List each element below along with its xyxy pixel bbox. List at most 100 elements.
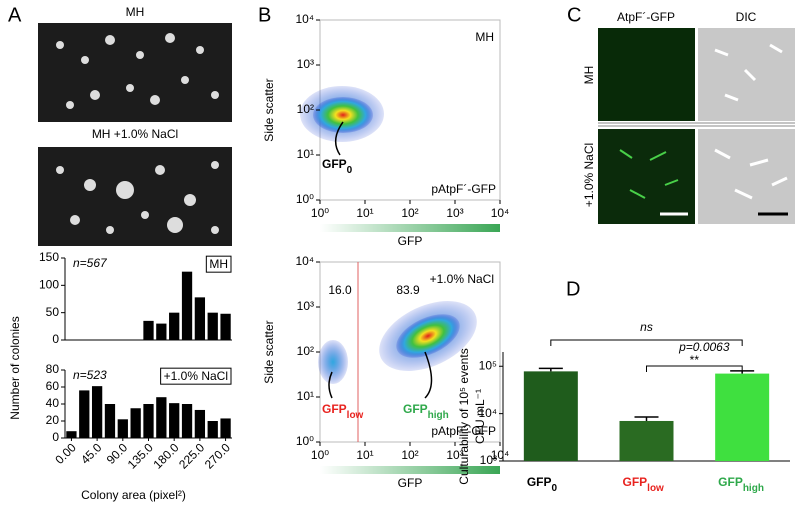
arrow: [328, 371, 333, 399]
p-value: p=0.0063: [678, 340, 730, 354]
y-axis-label: Side scatter: [262, 78, 276, 141]
x-tick-label: 0.00: [52, 440, 79, 467]
x-tick-label: 270.0: [202, 440, 233, 471]
bar: [207, 421, 218, 438]
bar: [66, 431, 77, 438]
plasmid-label: pAtpF´-GFP: [431, 424, 496, 438]
x-tick-label: GFPhigh: [718, 475, 764, 493]
x-axis-label: GFP: [398, 234, 423, 248]
x-tick-label: 10²: [401, 206, 418, 220]
x-tick-label: 10²: [401, 448, 418, 462]
y-tick-label: 10¹: [297, 389, 314, 403]
density-cloud: [313, 97, 373, 133]
colonies: [56, 33, 219, 109]
panel-label: B: [258, 4, 271, 26]
x-tick-label: 10⁰: [311, 448, 329, 462]
y-tick-label: 40: [46, 396, 60, 410]
bar: [79, 390, 90, 438]
y-tick-label: 10⁴: [295, 12, 314, 26]
y-tick-label: 10²: [297, 344, 314, 358]
population-label: GFP0: [322, 157, 353, 175]
density-cloud: [396, 314, 460, 358]
y-tick-label: 50: [46, 305, 60, 319]
label-subscript: 0: [552, 483, 558, 494]
y-tick-label: 10⁴: [295, 254, 314, 268]
y-tick-label: 0: [52, 332, 59, 346]
y-tick-label: 10²: [297, 102, 314, 116]
bar: [130, 408, 141, 438]
condition-label: MH: [475, 30, 494, 44]
image-title: MH: [126, 5, 145, 19]
y-tick-label: 0: [52, 430, 59, 444]
gfp-gradient: [320, 224, 500, 232]
bar: [220, 418, 231, 438]
y-tick-label: 10⁰: [296, 434, 314, 448]
y-tick-label: 10¹: [297, 147, 314, 161]
label-main: GFP: [322, 157, 347, 171]
panel-label: D: [566, 278, 580, 300]
fluorescence-image: [598, 28, 695, 121]
dic-image: [698, 129, 795, 224]
x-tick-label: 10¹: [356, 206, 373, 220]
label-main: GFP: [527, 475, 552, 489]
sample-size: n=523: [73, 368, 107, 382]
y-tick-label: 10³: [480, 453, 497, 467]
significance: **: [690, 353, 700, 367]
colony-image: [38, 147, 232, 246]
label-main: GFP: [403, 402, 428, 416]
label-subscript: low: [347, 410, 364, 421]
image-title: MH +1.0% NaCl: [92, 127, 178, 141]
x-tick-label: 10⁴: [491, 448, 510, 462]
y-axis-label: Culturability of 10⁵ events: [457, 348, 471, 484]
bar: [156, 397, 167, 438]
y-tick-label: 10³: [297, 299, 314, 313]
cells: [619, 149, 679, 199]
panel-label: A: [8, 4, 22, 26]
x-tick-label: 10¹: [356, 448, 373, 462]
population-label: GFPhigh: [403, 402, 449, 420]
bar: [194, 409, 206, 438]
label-box: [160, 367, 232, 385]
x-tick-label: 225.0: [176, 440, 207, 471]
gate-percent: 16.0: [328, 283, 352, 297]
arrow: [334, 121, 344, 156]
density-cloud: [318, 340, 348, 384]
y-axis-label: Number of colonies: [8, 316, 22, 419]
x-tick-label: GFP0: [527, 475, 558, 493]
x-tick-label: GFPlow: [623, 475, 665, 493]
label-subscript: high: [428, 410, 449, 421]
x-tick-label: 180.0: [150, 440, 181, 471]
x-tick-label: 10⁴: [491, 206, 510, 220]
colonies: [56, 161, 219, 234]
x-axis-label: GFP: [398, 476, 423, 490]
bar: [619, 420, 674, 461]
bar: [104, 404, 116, 438]
x-tick-label: 45.0: [78, 440, 105, 467]
population-label: GFPlow: [322, 402, 364, 420]
bar: [143, 320, 154, 340]
bar: [91, 386, 103, 438]
gfp-gradient: [320, 466, 500, 474]
bracket: [550, 339, 743, 346]
x-axis-label: Colony area (pixel²): [81, 488, 186, 502]
y-tick-label: 60: [46, 379, 60, 393]
bracket: [646, 365, 743, 372]
y-axis-label: Side scatter: [262, 320, 276, 383]
label-main: GFP: [322, 402, 347, 416]
label-main: GFP: [623, 475, 648, 489]
label-subscript: low: [647, 483, 664, 494]
condition-label: +1.0% NaCl: [430, 272, 494, 286]
label-subscript: high: [743, 483, 764, 494]
plasmid-label: pAtpF´-GFP: [431, 182, 496, 196]
bar: [169, 312, 180, 340]
x-tick-label: 10⁰: [311, 206, 329, 220]
bar: [715, 373, 770, 461]
y-tick-label: 10⁰: [296, 192, 314, 206]
y-axis-label: CFU mL⁻¹: [473, 389, 487, 444]
arrow: [424, 351, 433, 399]
x-tick-label: 10³: [446, 206, 463, 220]
y-tick-label: 10⁴: [478, 406, 497, 420]
bar: [181, 271, 193, 340]
condition-label: MH: [209, 257, 228, 271]
bar: [169, 403, 180, 438]
